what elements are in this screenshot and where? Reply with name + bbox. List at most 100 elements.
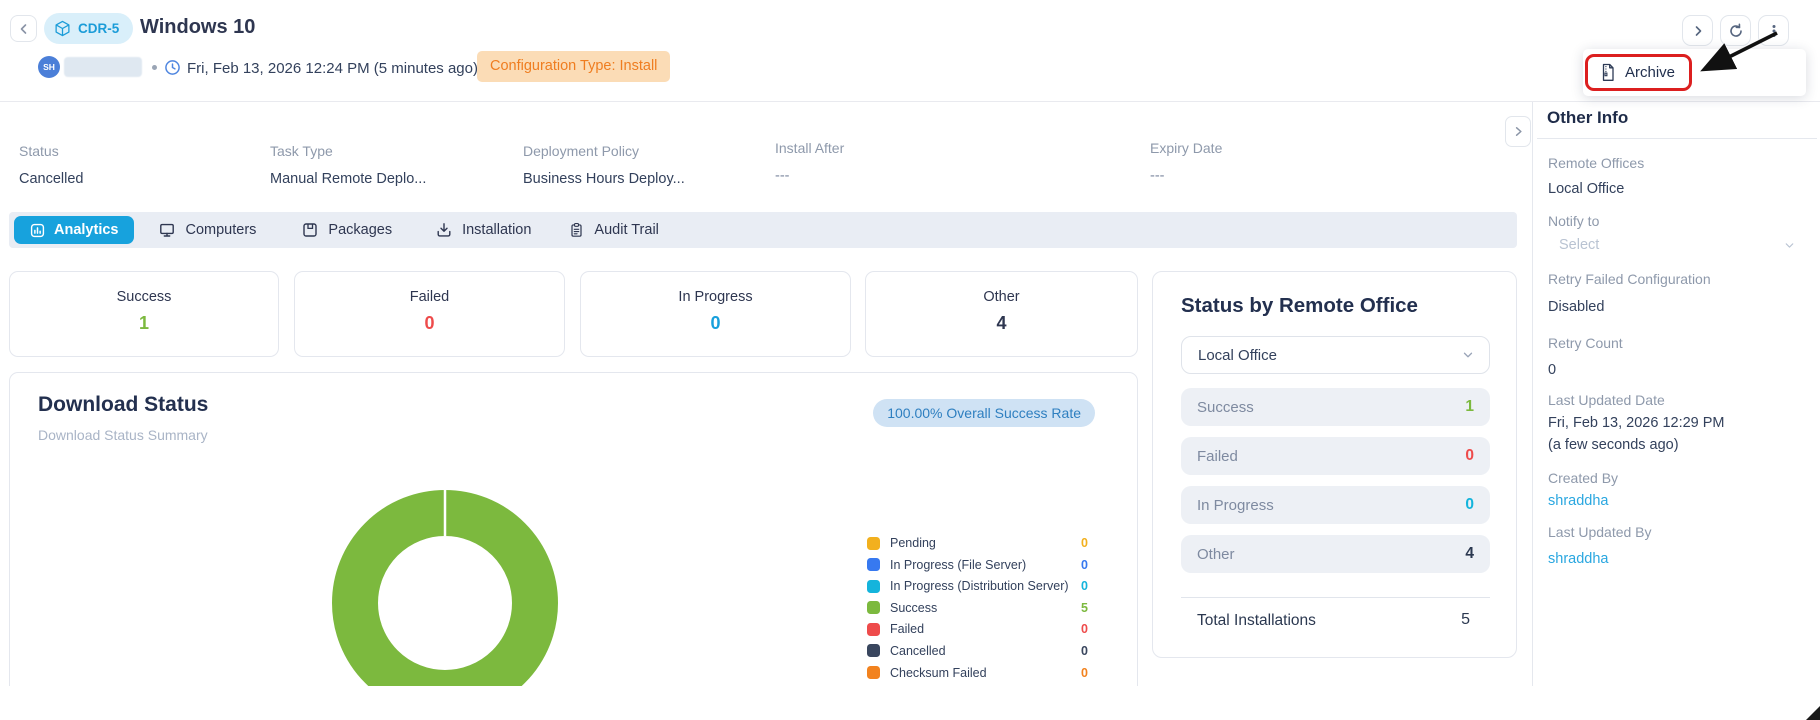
tab-computers[interactable]: Computers: [159, 222, 256, 238]
row-label: Other: [1197, 545, 1235, 563]
field-label: Install After: [775, 140, 845, 156]
field-expiry-date: Expiry Date ---: [1150, 140, 1222, 184]
legend-value: 0: [1081, 665, 1088, 680]
retry-count-label: Retry Count: [1548, 335, 1623, 351]
chart-legend: Pending 0 In Progress (File Server) 0 In…: [867, 536, 1088, 680]
legend-swatch: [867, 536, 880, 550]
other-info-sidebar: Other Info Remote Offices Local Office N…: [1532, 102, 1820, 686]
redacted-username: [64, 57, 142, 77]
stat-label: Other: [983, 289, 1020, 305]
legend-value: 0: [1081, 557, 1088, 572]
legend-item: In Progress (File Server) 0: [867, 558, 1088, 572]
package-icon: [303, 223, 318, 237]
field-value: Cancelled: [19, 171, 84, 187]
cube-icon: [55, 20, 70, 37]
legend-swatch: [867, 601, 880, 615]
legend-swatch: [867, 579, 880, 593]
tab-audit-trail[interactable]: Audit Trail: [569, 222, 659, 238]
legend-label: In Progress (Distribution Server): [890, 579, 1069, 594]
row-value: 1: [1465, 398, 1474, 415]
legend-swatch: [867, 666, 880, 680]
notify-to-select[interactable]: Select: [1559, 237, 1600, 253]
clipboard-icon: [571, 222, 583, 237]
configuration-type-badge: Configuration Type: Install: [477, 51, 671, 82]
download-status-title: Download Status: [38, 393, 209, 416]
legend-swatch: [867, 558, 880, 572]
last-updated-date-value: Fri, Feb 13, 2026 12:29 PM: [1548, 415, 1725, 431]
legend-item: Failed 0: [867, 622, 1088, 636]
stat-value: 0: [710, 313, 721, 333]
back-button[interactable]: [10, 15, 37, 42]
archive-menu-item[interactable]: Archive: [1585, 54, 1692, 91]
legend-item: Success 5: [867, 601, 1088, 615]
config-id-label: CDR-5: [78, 21, 120, 36]
sidebar-collapse-button[interactable]: [1505, 116, 1531, 147]
legend-value: 0: [1081, 622, 1088, 637]
row-value: 0: [1465, 496, 1474, 513]
monitor-icon: [160, 223, 175, 237]
tab-label: Installation: [462, 222, 532, 238]
chevron-down-icon[interactable]: [1783, 239, 1796, 252]
legend-value: 0: [1081, 643, 1088, 658]
header-divider: [0, 101, 1820, 102]
tab-installation[interactable]: Installation: [436, 222, 531, 238]
tab-packages[interactable]: Packages: [302, 222, 392, 238]
tab-analytics[interactable]: Analytics: [14, 216, 135, 244]
tab-label: Audit Trail: [594, 222, 659, 238]
tab-label: Computers: [185, 222, 257, 238]
legend-label: In Progress (File Server): [890, 557, 1027, 572]
dot-separator: [152, 65, 157, 70]
field-value: Business Hours Deploy...: [523, 171, 685, 187]
analytics-icon: [30, 223, 45, 237]
install-download-icon: [437, 223, 451, 237]
stat-value: 0: [424, 313, 435, 333]
legend-item: In Progress (Distribution Server) 0: [867, 579, 1088, 593]
refresh-icon: [1729, 22, 1742, 37]
retry-count-value: 0: [1548, 362, 1557, 378]
tab-label: Packages: [328, 222, 393, 238]
stat-card-failed: Failed 0: [294, 271, 565, 357]
row-value: 0: [1465, 447, 1474, 464]
field-status: Status Cancelled: [19, 143, 84, 187]
office-stat-row-success: Success 1: [1181, 388, 1490, 426]
last-updated-by-link[interactable]: shraddha: [1548, 551, 1609, 567]
row-value: 4: [1465, 545, 1474, 562]
remote-office-panel: Status by Remote Office Local Office Suc…: [1152, 271, 1517, 658]
download-status-panel: Download Status Download Status Summary …: [9, 372, 1138, 686]
chevron-left-icon: [20, 23, 26, 34]
field-label: Expiry Date: [1150, 140, 1223, 156]
legend-item: Checksum Failed 0: [867, 666, 1088, 680]
total-installations-value: 5: [1461, 611, 1470, 628]
remote-offices-value: Local Office: [1548, 181, 1625, 197]
office-filter-select[interactable]: Local Office: [1181, 336, 1490, 374]
legend-swatch: [867, 622, 880, 636]
tab-label: Analytics: [54, 222, 119, 238]
created-by-link[interactable]: shraddha: [1548, 493, 1609, 509]
legend-label: Cancelled: [890, 643, 946, 658]
field-value: Manual Remote Deplo...: [270, 171, 427, 187]
stat-value: 1: [138, 313, 149, 333]
chevron-right-icon: [1695, 25, 1701, 36]
field-value: ---: [1150, 168, 1165, 184]
legend-label: Failed: [890, 622, 925, 637]
clock-icon: [164, 59, 181, 81]
retry-failed-value: Disabled: [1548, 299, 1605, 315]
field-label: Task Type: [270, 143, 333, 159]
stat-label: Failed: [409, 289, 450, 305]
remote-offices-label: Remote Offices: [1548, 155, 1645, 171]
field-label: Status: [19, 143, 59, 159]
last-updated-date-ago: (a few seconds ago): [1548, 437, 1679, 453]
context-menu: Archive: [1583, 49, 1806, 96]
archive-menu-label: Archive: [1625, 64, 1676, 81]
notify-to-label: Notify to: [1548, 213, 1600, 229]
other-info-title: Other Info: [1547, 108, 1629, 127]
legend-item: Cancelled 0: [867, 644, 1088, 658]
config-id-badge: CDR-5: [44, 13, 134, 44]
created-by-label: Created By: [1548, 470, 1619, 486]
created-timestamp: Fri, Feb 13, 2026 12:24 PM (5 minutes ag…: [187, 60, 478, 77]
next-button[interactable]: [1682, 15, 1713, 46]
stat-card-success: Success 1: [9, 271, 279, 357]
row-label: In Progress: [1197, 496, 1274, 514]
stat-value: 4: [996, 313, 1007, 333]
